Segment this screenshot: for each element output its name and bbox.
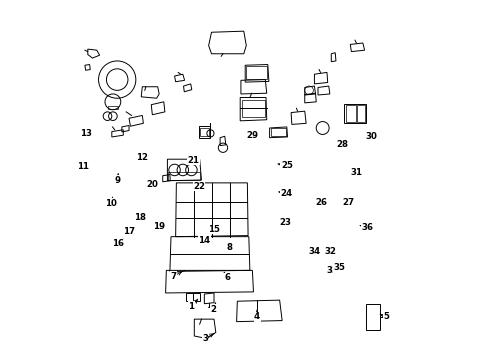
Text: 14: 14 xyxy=(198,236,210,245)
Text: 15: 15 xyxy=(208,225,220,234)
Text: 31: 31 xyxy=(350,168,362,177)
Text: 16: 16 xyxy=(112,239,124,248)
Text: 34: 34 xyxy=(308,247,320,256)
Text: 13: 13 xyxy=(80,129,91,138)
Text: 33: 33 xyxy=(325,266,338,275)
Text: 2: 2 xyxy=(209,305,216,314)
Text: 20: 20 xyxy=(146,180,158,189)
Text: 29: 29 xyxy=(246,131,258,140)
Text: 11: 11 xyxy=(77,162,89,171)
Text: 4: 4 xyxy=(253,312,260,321)
Text: 10: 10 xyxy=(105,199,117,208)
Text: 19: 19 xyxy=(153,222,165,231)
Text: 1: 1 xyxy=(188,302,194,311)
Text: 21: 21 xyxy=(187,156,199,165)
Text: 6: 6 xyxy=(224,273,230,282)
Text: 27: 27 xyxy=(342,198,354,207)
Text: 36: 36 xyxy=(361,223,372,232)
Text: 22: 22 xyxy=(193,182,204,191)
Text: 18: 18 xyxy=(134,213,146,222)
Text: 8: 8 xyxy=(225,243,232,252)
Text: 26: 26 xyxy=(315,198,327,207)
Text: 28: 28 xyxy=(335,140,347,149)
Text: 30: 30 xyxy=(365,132,377,141)
Text: 24: 24 xyxy=(280,189,292,198)
Text: 12: 12 xyxy=(136,153,148,162)
Text: 3: 3 xyxy=(202,334,207,343)
Text: 9: 9 xyxy=(114,176,120,185)
Text: 23: 23 xyxy=(279,218,291,227)
Text: 35: 35 xyxy=(333,264,345,273)
Text: 25: 25 xyxy=(280,161,292,170)
Text: 32: 32 xyxy=(324,247,336,256)
Text: 5: 5 xyxy=(383,312,388,321)
Text: 17: 17 xyxy=(122,228,135,237)
Text: 7: 7 xyxy=(170,271,176,280)
